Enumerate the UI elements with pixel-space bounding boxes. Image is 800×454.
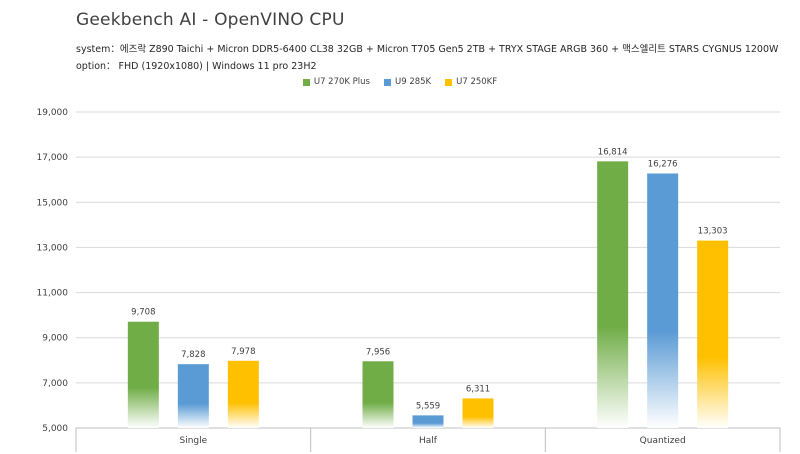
legend-item-series-3: U7 250KF — [445, 77, 497, 87]
x-category-label: Half — [419, 436, 438, 446]
y-tick-label: 17,000 — [37, 153, 69, 163]
legend-label-series-2: U9 285K — [394, 77, 432, 87]
x-category-label: Single — [179, 436, 207, 446]
y-tick-label: 7,000 — [42, 379, 68, 389]
option-spec-line: option： FHD (1920x1080) | Windows 11 pro… — [76, 61, 317, 72]
bar-single-series-3 — [227, 360, 259, 428]
bar-quantized-series-2 — [647, 173, 679, 428]
bar-half-series-3 — [462, 398, 494, 428]
legend-label-series-1: U7 270K Plus — [313, 77, 370, 87]
bar-quantized-series-1 — [597, 161, 629, 429]
x-category-label: Quantized — [640, 436, 686, 446]
bar-half-series-2 — [412, 415, 444, 428]
data-label: 7,828 — [181, 350, 205, 360]
y-tick-label: 11,000 — [37, 289, 69, 299]
data-label: 16,814 — [598, 147, 628, 157]
data-label: 9,708 — [131, 308, 155, 318]
legend-swatch-series-3 — [445, 78, 453, 86]
y-tick-label: 15,000 — [37, 198, 69, 208]
y-tick-label: 19,000 — [37, 108, 69, 118]
bar-quantized-series-3 — [697, 240, 729, 428]
legend-item-series-2: U9 285K — [383, 77, 432, 87]
y-tick-label: 13,000 — [37, 243, 69, 253]
system-spec-line: system：에즈락 Z890 Taichi + Micron DDR5-640… — [76, 44, 779, 55]
legend-swatch-series-2 — [383, 78, 391, 86]
y-tick-label: 9,000 — [42, 334, 68, 344]
data-label: 6,311 — [466, 384, 490, 394]
bar-single-series-2 — [177, 364, 209, 428]
chart-legend: U7 270K Plus U9 285K U7 250KF — [0, 77, 800, 87]
legend-label-series-3: U7 250KF — [456, 77, 498, 87]
legend-item-series-1: U7 270K Plus — [302, 77, 370, 87]
chart-title: Geekbench AI - OpenVINO CPU — [76, 10, 345, 30]
data-label: 16,276 — [648, 159, 678, 169]
data-label: 13,303 — [698, 227, 728, 237]
bar-single-series-1 — [127, 321, 159, 428]
bar-half-series-1 — [362, 361, 394, 428]
y-tick-label: 5,000 — [42, 424, 68, 434]
legend-swatch-series-1 — [302, 78, 310, 86]
data-label: 5,559 — [416, 401, 440, 411]
data-label: 7,956 — [366, 347, 390, 357]
data-label: 7,978 — [231, 347, 255, 357]
